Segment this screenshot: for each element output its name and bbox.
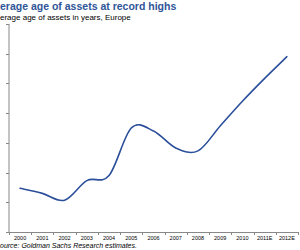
- x-tick: [9, 232, 10, 235]
- x-tick-label: 2003: [81, 235, 93, 241]
- x-tick: [298, 232, 299, 235]
- x-tick-label: 2004: [103, 235, 115, 241]
- y-tick: [6, 232, 9, 233]
- x-tick-label: 2000: [14, 235, 26, 241]
- plot-area: [20, 57, 287, 201]
- y-tick: [6, 83, 9, 84]
- x-tick: [142, 232, 143, 235]
- x-tick: [254, 232, 255, 235]
- y-tick: [6, 202, 9, 203]
- x-tick-label: 2002: [58, 235, 70, 241]
- x-tick: [31, 232, 32, 235]
- x-tick: [231, 232, 232, 235]
- x-tick-label: 2006: [147, 235, 159, 241]
- line: [20, 57, 287, 201]
- x-tick-label: 2008: [192, 235, 204, 241]
- y-axis: [9, 24, 10, 232]
- y-tick: [6, 113, 9, 114]
- title: erage age of assets at record highs: [0, 0, 176, 12]
- subtitle: erage age of assets in years, Europe: [0, 13, 131, 22]
- x-tick-label: 2005: [125, 235, 137, 241]
- y-tick: [6, 143, 9, 144]
- y-tick: [6, 173, 9, 174]
- x-tick-label: 2011E: [257, 235, 273, 241]
- x-tick-label: 2012E: [279, 235, 295, 241]
- x-tick: [276, 232, 277, 235]
- chart-root: erage age of assets at record highserage…: [0, 0, 300, 250]
- x-tick-label: 2007: [170, 235, 182, 241]
- chart: erage age of assets at record highserage…: [0, 0, 300, 250]
- x-tick-label: 2001: [36, 235, 48, 241]
- y-tick: [6, 54, 9, 55]
- x-tick: [53, 232, 54, 235]
- x-tick: [187, 232, 188, 235]
- x-tick-label: 2009: [214, 235, 226, 241]
- y-tick: [6, 24, 9, 25]
- x-tick: [98, 232, 99, 235]
- x-tick-label: 2010: [236, 235, 248, 241]
- x-tick: [76, 232, 77, 235]
- source: ource: Goldman Sachs Research estimates.: [0, 242, 137, 249]
- x-tick: [120, 232, 121, 235]
- x-tick: [165, 232, 166, 235]
- x-tick: [209, 232, 210, 235]
